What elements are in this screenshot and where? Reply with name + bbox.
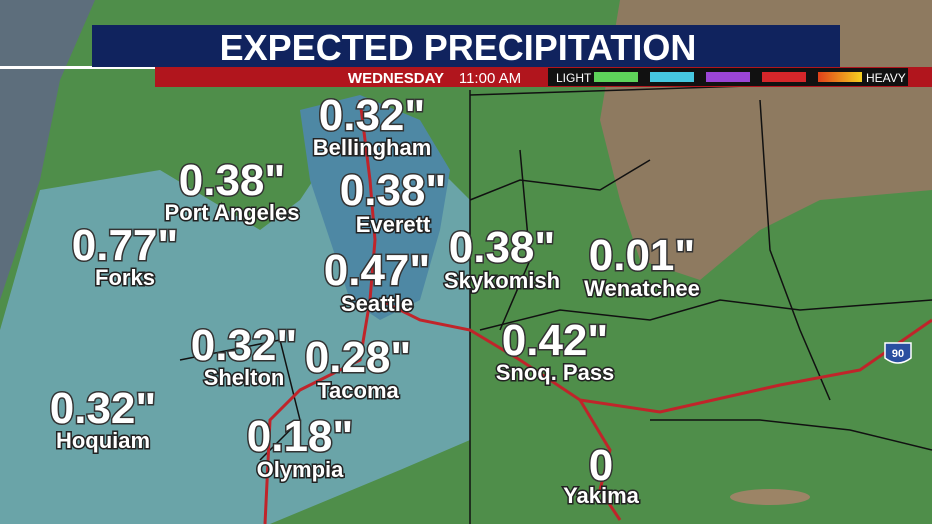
precip-amount: 0.42" [502, 316, 609, 365]
city-name: Skykomish [444, 268, 560, 293]
title: EXPECTED PRECIPITATION [220, 27, 697, 68]
city-name: Yakima [563, 483, 640, 508]
precip-amount: 0.38" [340, 166, 447, 215]
precip-amount: 0.18" [247, 412, 354, 461]
day: WEDNESDAY [348, 70, 444, 87]
swatch [762, 72, 806, 82]
dry-patch [730, 489, 810, 505]
city-name: Hoquiam [56, 428, 150, 453]
city-name: Port Angeles [165, 200, 300, 225]
precip-amount: 0.47" [324, 246, 431, 295]
precip-amount: 0.32" [319, 91, 426, 140]
time: 11:00 AM [459, 70, 521, 87]
title-bar [92, 25, 840, 67]
city-name: Seattle [341, 291, 413, 316]
city-name: Everett [356, 212, 431, 237]
swatch [706, 72, 750, 82]
header-line [0, 66, 155, 69]
precip-amount: 0.38" [179, 156, 286, 205]
city-name: Tacoma [317, 378, 399, 403]
precip-amount: 0.77" [72, 221, 179, 270]
swatch [818, 72, 862, 82]
puget-sound [300, 95, 450, 320]
precip-amount: 0.32" [50, 384, 157, 433]
city-name: Wenatchee [584, 276, 700, 301]
precip-amount: 0.28" [305, 333, 412, 382]
precip-amount: 0.32" [191, 321, 298, 370]
swatch [650, 72, 694, 82]
precip-amount: 0.38" [449, 223, 556, 272]
legend-high: HEAVY [866, 71, 906, 85]
city-name: Snoq. Pass [496, 360, 615, 385]
city-name: Shelton [204, 365, 285, 390]
legend-low: LIGHT [556, 71, 592, 85]
city-name: Forks [95, 265, 155, 290]
city-name: Bellingham [313, 135, 432, 160]
precip-amount: 0 [589, 441, 613, 490]
swatch [594, 72, 638, 82]
precip-amount: 0.01" [589, 231, 696, 280]
highway-shield: 90 [884, 342, 912, 364]
city-name: Olympia [257, 457, 345, 482]
highway-number: 90 [892, 348, 904, 360]
roads [263, 99, 932, 524]
